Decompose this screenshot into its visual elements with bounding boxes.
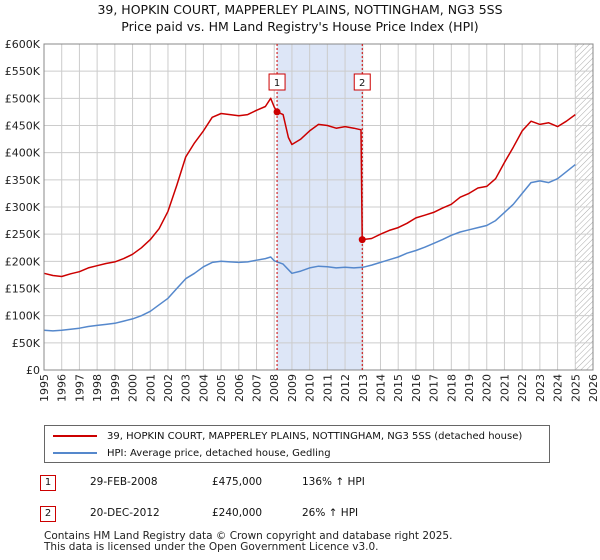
sale-number-badge: 1 xyxy=(40,475,56,491)
y-tick-label: £600K xyxy=(5,38,41,51)
sale-date: 29-FEB-2008 xyxy=(90,476,158,488)
sale-price: £475,000 xyxy=(212,476,263,488)
x-tick-label: 2013 xyxy=(357,374,370,402)
sale-marker-label: 2 xyxy=(359,78,365,89)
y-tick-label: £400K xyxy=(5,147,41,160)
x-tick-label: 2025 xyxy=(569,374,582,402)
sale-date: 20-DEC-2012 xyxy=(90,507,160,519)
x-tick-label: 2005 xyxy=(215,374,228,402)
legend-label-property: 39, HOPKIN COURT, MAPPERLEY PLAINS, NOTT… xyxy=(107,430,523,442)
x-tick-label: 1995 xyxy=(38,374,51,402)
x-tick-label: 2008 xyxy=(268,374,281,402)
x-tick-label: 2024 xyxy=(552,374,565,402)
y-tick-label: £150K xyxy=(5,283,41,296)
x-tick-label: 2006 xyxy=(233,374,246,402)
x-tick-label: 2009 xyxy=(286,374,299,402)
sale-number-badge: 2 xyxy=(40,506,56,522)
x-tick-label: 2004 xyxy=(197,374,210,402)
sale-marker-box xyxy=(353,73,371,91)
sale-price: £240,000 xyxy=(212,507,263,519)
x-tick-label: 2023 xyxy=(534,374,547,402)
legend-label-hpi: HPI: Average price, detached house, Gedl… xyxy=(107,447,331,459)
sale-hpi-change: 136% ↑ HPI xyxy=(302,476,365,488)
y-tick-label: £450K xyxy=(5,120,41,133)
footer-line-1: Contains HM Land Registry data © Crown c… xyxy=(44,530,453,542)
y-tick-label: £100K xyxy=(5,310,41,323)
x-tick-label: 1996 xyxy=(56,374,69,402)
x-tick-label: 2003 xyxy=(180,374,193,402)
legend-swatch-red xyxy=(53,435,97,437)
x-tick-label: 1997 xyxy=(73,374,86,402)
x-tick-label: 2015 xyxy=(392,374,405,402)
x-tick-label: 2011 xyxy=(321,374,334,402)
y-tick-label: £550K xyxy=(5,65,41,78)
x-tick-label: 2019 xyxy=(463,374,476,402)
y-tick-label: £50K xyxy=(12,337,41,350)
sale-marker-box xyxy=(268,73,286,91)
legend-swatch-blue xyxy=(53,452,97,454)
sale-point xyxy=(273,108,281,116)
chart-title: 39, HOPKIN COURT, MAPPERLEY PLAINS, NOTT… xyxy=(97,2,503,17)
x-tick-label: 2020 xyxy=(481,374,494,402)
y-tick-label: £350K xyxy=(5,174,41,187)
x-tick-label: 2026 xyxy=(587,374,600,402)
x-tick-label: 2014 xyxy=(374,374,387,402)
y-tick-label: £200K xyxy=(5,255,41,268)
footer-line-2: This data is licensed under the Open Gov… xyxy=(44,541,379,553)
x-tick-label: 2012 xyxy=(339,374,352,402)
x-tick-label: 1999 xyxy=(109,374,122,402)
legend-item-property: 39, HOPKIN COURT, MAPPERLEY PLAINS, NOTT… xyxy=(53,428,522,444)
x-tick-label: 2017 xyxy=(428,374,441,402)
plot-frame xyxy=(43,43,594,371)
x-tick-label: 2010 xyxy=(304,374,317,402)
footer: Contains HM Land Registry data © Crown c… xyxy=(44,531,452,553)
sale-row: 1 29-FEB-2008 £475,000 136% ↑ HPI xyxy=(40,475,460,493)
legend-item-hpi: HPI: Average price, detached house, Gedl… xyxy=(53,445,331,461)
x-tick-label: 2007 xyxy=(251,374,264,402)
x-tick-label: 2001 xyxy=(144,374,157,402)
hpi-line xyxy=(43,164,576,332)
y-tick-label: £0 xyxy=(26,364,40,377)
sale-marker-label: 1 xyxy=(274,78,280,89)
property-price-line xyxy=(43,97,576,278)
sale-hpi-change: 26% ↑ HPI xyxy=(302,507,359,519)
sale-row: 2 20-DEC-2012 £240,000 26% ↑ HPI xyxy=(40,506,460,524)
x-tick-label: 2022 xyxy=(516,374,529,402)
y-tick-label: £500K xyxy=(5,92,41,105)
x-tick-label: 2016 xyxy=(410,374,423,402)
chart-subtitle: Price paid vs. HM Land Registry's House … xyxy=(121,19,479,34)
x-tick-label: 2002 xyxy=(162,374,175,402)
x-tick-label: 2000 xyxy=(127,374,140,402)
sale-point xyxy=(358,236,366,244)
y-tick-label: £300K xyxy=(5,201,41,214)
legend: 39, HOPKIN COURT, MAPPERLEY PLAINS, NOTT… xyxy=(44,425,550,463)
x-tick-label: 1998 xyxy=(91,374,104,402)
x-tick-label: 2021 xyxy=(498,374,511,402)
x-tick-label: 2018 xyxy=(445,374,458,402)
y-tick-label: £250K xyxy=(5,228,41,241)
price-chart: £0 £50K £100K £150K £200K £250K £300K £350K £400… xyxy=(5,38,600,402)
